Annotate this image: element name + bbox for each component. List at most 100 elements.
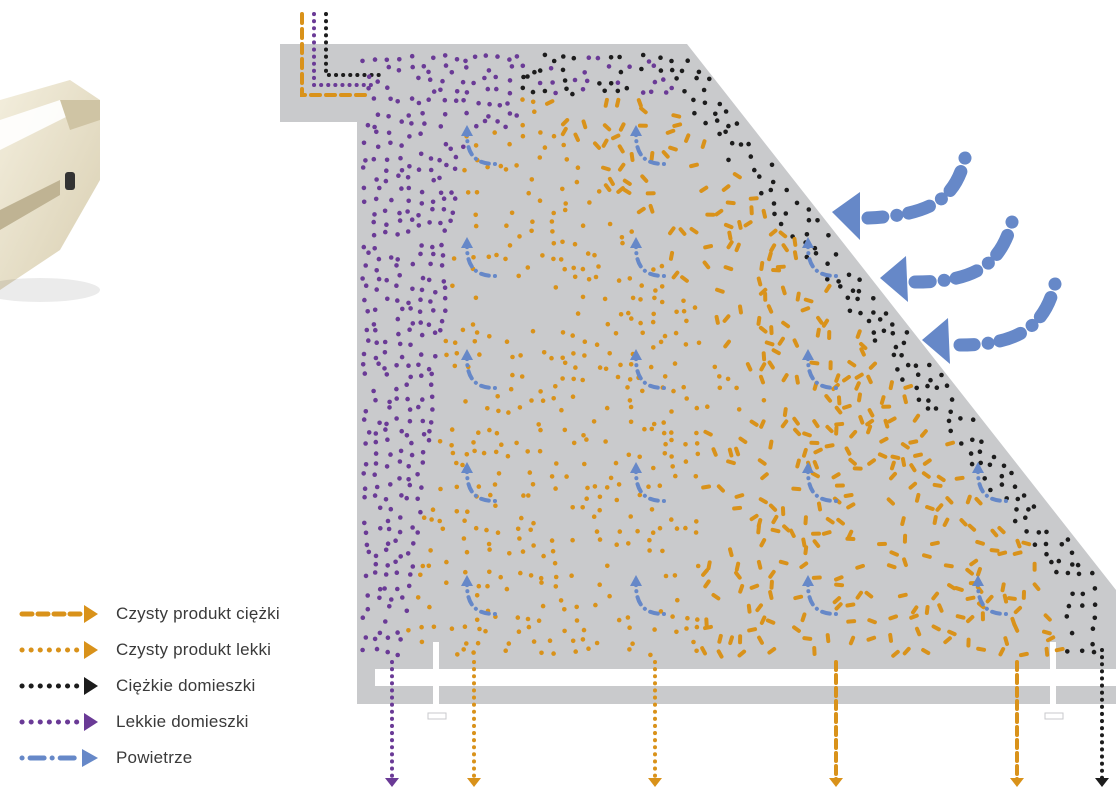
particle [597, 582, 602, 587]
particle [537, 198, 543, 203]
particle [580, 223, 586, 228]
particle [812, 646, 817, 656]
particle [696, 69, 702, 75]
particle [476, 583, 482, 589]
particle [419, 243, 424, 248]
particle [890, 322, 895, 327]
outlet-lines [385, 648, 1109, 787]
particle [622, 178, 632, 186]
particle [419, 189, 425, 195]
particle [671, 113, 682, 119]
particle [780, 506, 786, 517]
particle [551, 210, 556, 216]
particle [398, 637, 403, 642]
particle [473, 143, 479, 148]
particle [494, 252, 499, 258]
particle [454, 351, 460, 356]
particle [539, 650, 544, 656]
particle [946, 418, 952, 424]
particle [636, 98, 643, 108]
particle [672, 573, 678, 578]
particle [1054, 646, 1065, 653]
particle [439, 318, 445, 324]
particle [1070, 562, 1075, 567]
particle [404, 433, 410, 438]
particle [849, 429, 858, 439]
particle [883, 418, 890, 429]
particle [639, 283, 644, 288]
particle [420, 450, 426, 455]
particle [701, 568, 709, 577]
particle [385, 85, 390, 90]
particle [471, 440, 476, 445]
particle [388, 96, 393, 102]
particle [761, 398, 767, 403]
particle [438, 124, 444, 129]
particle [406, 363, 411, 369]
particle [888, 614, 899, 621]
particle [584, 78, 590, 84]
particle [429, 371, 435, 377]
particle [722, 314, 731, 323]
particle [629, 152, 635, 162]
particle [384, 277, 390, 283]
particle [542, 88, 548, 94]
particle [471, 254, 476, 260]
particle [693, 474, 699, 479]
particle [670, 464, 675, 469]
particle [362, 297, 367, 303]
particle [449, 427, 455, 432]
particle [908, 439, 919, 445]
particle [410, 261, 416, 267]
particle [431, 251, 436, 257]
particle [693, 530, 699, 535]
particle [989, 548, 1000, 553]
particle [386, 526, 392, 532]
particle [373, 461, 379, 466]
particle [404, 495, 410, 501]
particle [771, 514, 779, 525]
particle [850, 288, 856, 294]
particle [703, 624, 713, 631]
particle [1065, 570, 1071, 576]
particle [382, 586, 387, 591]
particle [363, 263, 369, 268]
particle [879, 395, 886, 405]
air-loop [634, 356, 666, 390]
particle [463, 399, 468, 404]
particle [846, 502, 856, 510]
particle [942, 517, 950, 527]
particle [766, 304, 774, 314]
particle [792, 416, 800, 426]
particle [756, 559, 763, 570]
particle [866, 424, 873, 435]
particle [626, 541, 631, 546]
particle [1075, 562, 1081, 568]
particle [846, 529, 854, 540]
particle [486, 541, 492, 547]
particle [679, 68, 685, 74]
particle [675, 597, 680, 603]
particle [372, 570, 378, 575]
legend: Czysty produkt ciężki Czysty produkt lek… [18, 596, 280, 776]
particle [959, 441, 964, 446]
particle [696, 340, 702, 346]
particle [908, 481, 918, 490]
particle [793, 427, 802, 437]
particle [757, 174, 762, 179]
particle [715, 287, 725, 294]
particle [361, 471, 367, 476]
particle [689, 227, 699, 235]
particle [683, 459, 689, 464]
particle [799, 561, 809, 570]
particle [409, 217, 415, 222]
particle [913, 363, 919, 369]
particle [362, 486, 368, 492]
particle [889, 550, 899, 557]
particle [1006, 596, 1017, 601]
particle [421, 432, 427, 437]
particle [909, 613, 919, 620]
particle [560, 239, 565, 245]
particle [997, 525, 1006, 535]
particle [780, 285, 787, 296]
